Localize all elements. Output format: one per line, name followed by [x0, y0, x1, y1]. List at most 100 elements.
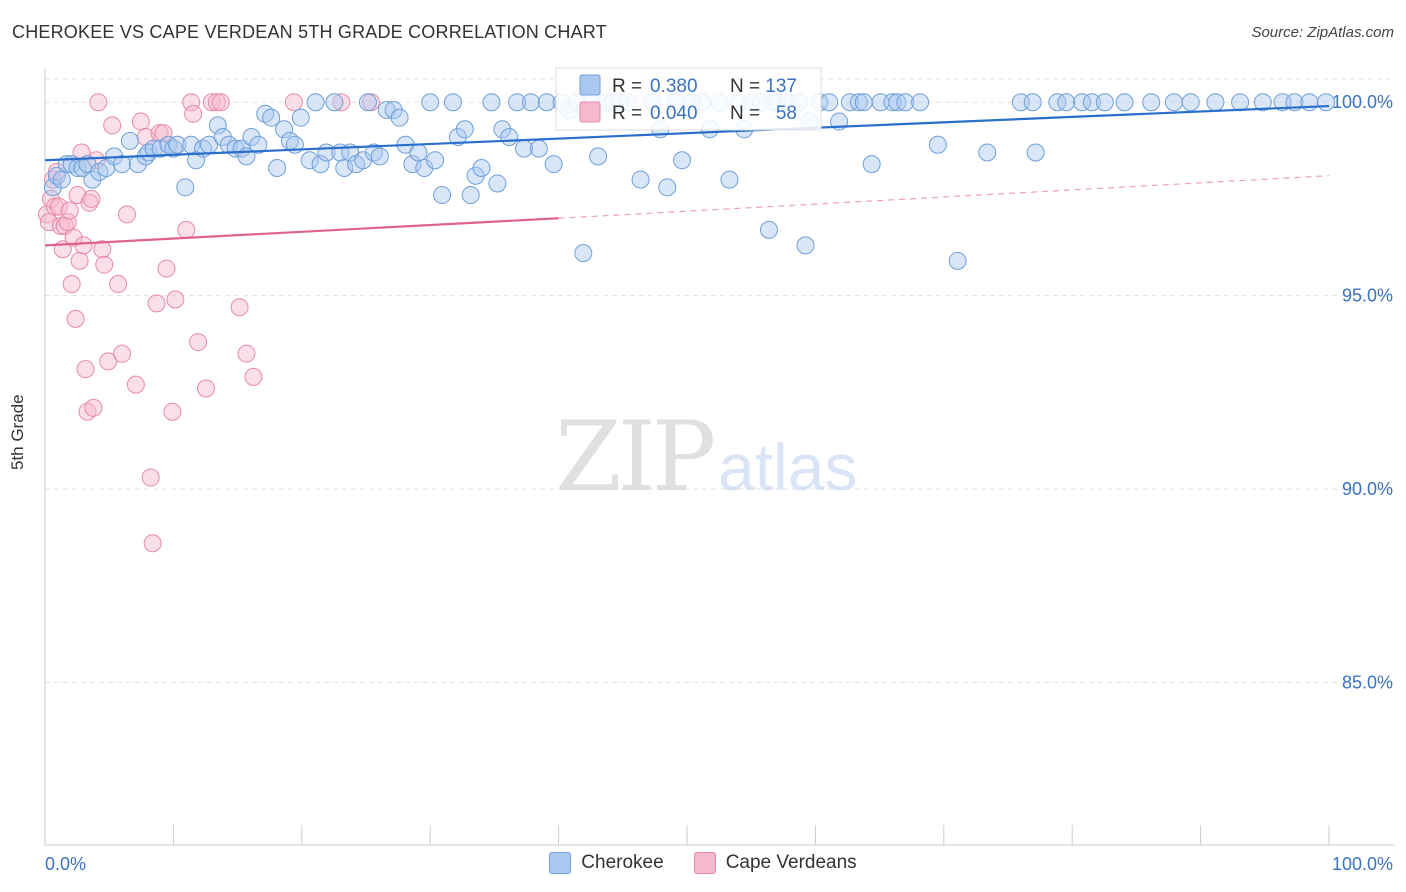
watermark-zip: ZIP	[555, 401, 714, 513]
cherokee-point	[888, 93, 907, 112]
cherokee-point	[537, 93, 556, 112]
cherokee-point	[589, 147, 608, 166]
cape-verdeans-point	[66, 309, 85, 328]
legend-swatch-cherokee	[549, 852, 572, 874]
source-credit: Source: ZipAtlas.com	[1251, 24, 1394, 41]
cape-verdeans-point	[143, 534, 162, 553]
cherokee-point	[849, 93, 868, 112]
cherokee-point	[426, 151, 445, 170]
cape-verdeans-point	[332, 93, 351, 112]
cherokee-point	[370, 147, 389, 166]
cherokee-point	[1142, 93, 1161, 112]
cherokee-point	[1181, 93, 1200, 112]
cherokee-point	[521, 93, 540, 112]
cherokee-point	[168, 135, 187, 154]
cape-verdeans-point	[211, 93, 230, 112]
cherokee-point	[455, 120, 474, 139]
cape-verdeans-point	[230, 298, 249, 317]
cherokee-point	[300, 151, 319, 170]
cherokee-point	[1317, 93, 1336, 112]
cherokee-point	[358, 93, 377, 112]
cherokee-point	[854, 93, 873, 112]
cherokee-point	[500, 128, 519, 147]
cherokee-point	[911, 93, 930, 112]
cape-verdeans-point	[177, 220, 196, 239]
stats-n-label: N =	[730, 103, 760, 124]
cherokee-point	[673, 151, 692, 170]
x-tick-label: 100.0%	[1332, 854, 1393, 874]
cape-verdeans-point	[113, 344, 132, 363]
cape-verdeans-point	[237, 344, 256, 363]
cape-verdeans-point	[72, 143, 91, 162]
stats-n-value: 58	[776, 103, 797, 124]
cape-verdeans-trend-line	[44, 217, 559, 247]
cape-verdeans-point	[166, 290, 185, 309]
cherokee-point	[176, 178, 195, 197]
cherokee-point	[113, 155, 132, 174]
cape-verdeans-point	[189, 333, 208, 352]
cherokee-point	[262, 108, 281, 127]
cape-verdeans-point	[154, 124, 173, 143]
cape-verdeans-point	[103, 116, 122, 135]
cape-verdeans-point	[60, 201, 79, 220]
cherokee-point	[488, 174, 507, 193]
cape-verdeans-point	[182, 93, 201, 112]
stats-n-value: 137	[765, 76, 797, 97]
cape-verdeans-point	[89, 93, 108, 112]
y-tick-label: 95.0%	[1342, 286, 1393, 306]
stats-swatch	[579, 74, 601, 96]
cherokee-point	[83, 170, 102, 189]
cherokee-point	[1082, 93, 1101, 112]
cherokee-point	[1164, 93, 1183, 112]
cape-verdeans-point	[49, 197, 68, 216]
cherokee-point	[325, 93, 344, 112]
cape-verdeans-point	[58, 213, 77, 232]
cherokee-point	[796, 236, 815, 255]
watermark-atlas: atlas	[718, 430, 857, 504]
legend-item-cape-verdeans: Cape Verdeans	[693, 852, 857, 874]
cape-verdeans-point	[95, 255, 114, 274]
cape-verdeans-point	[207, 93, 226, 112]
cherokee-point	[249, 135, 268, 154]
stats-r-label: R =	[612, 103, 642, 124]
cherokee-point	[390, 108, 409, 127]
legend-swatch-cape-verdeans	[693, 852, 716, 874]
cherokee-point	[409, 143, 428, 162]
cape-verdeans-point	[157, 259, 176, 278]
cape-verdeans-point	[64, 228, 83, 247]
cherokee-point	[493, 120, 512, 139]
cherokee-point	[1026, 143, 1045, 162]
cherokee-point	[311, 155, 330, 174]
cape-verdeans-point	[126, 375, 145, 394]
legend: Cherokee Cape Verdeans	[0, 852, 1406, 874]
cape-verdeans-point	[93, 240, 112, 259]
y-tick-label: 90.0%	[1342, 479, 1393, 499]
cherokee-point	[275, 120, 294, 139]
cape-verdeans-point	[131, 112, 150, 131]
stats-box: R = 0.380 N = 137 R = 0.040 N = 58	[555, 67, 822, 131]
cape-verdeans-point	[147, 294, 166, 313]
cherokee-point	[461, 186, 480, 205]
cape-verdeans-point	[99, 352, 118, 371]
y-tick-label: 100.0%	[1332, 92, 1393, 112]
cherokee-point	[883, 93, 902, 112]
cape-verdeans-point	[74, 236, 93, 255]
cherokee-point	[433, 186, 452, 205]
cherokee-point	[862, 155, 881, 174]
cherokee-point	[508, 93, 527, 112]
cherokee-point	[658, 178, 677, 197]
legend-item-cherokee: Cherokee	[549, 852, 664, 874]
cherokee-point	[1231, 93, 1250, 112]
cape-verdeans-point	[196, 379, 215, 398]
cape-verdeans-point	[84, 398, 103, 417]
cherokee-point	[291, 108, 310, 127]
cherokee-point	[759, 220, 778, 239]
cherokee-point	[544, 155, 563, 174]
cape-verdeans-point	[284, 93, 303, 112]
cherokee-point	[896, 93, 915, 112]
cherokee-trend-line	[44, 104, 1330, 162]
cherokee-point	[948, 251, 967, 270]
cherokee-point	[1253, 93, 1272, 112]
cape-verdeans-point	[163, 402, 182, 421]
cherokee-point	[52, 170, 71, 189]
